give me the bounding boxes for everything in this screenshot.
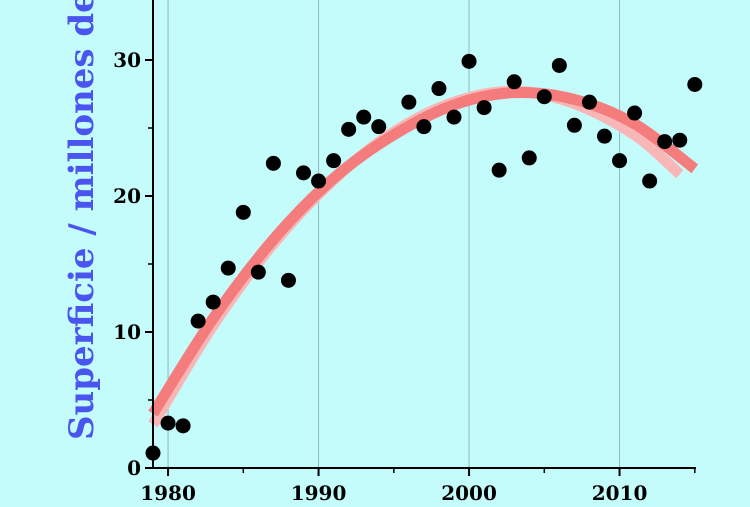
x-tick-label-1990: 1990: [291, 481, 347, 505]
data-point-2002: [491, 162, 507, 178]
y-tick-label-10: 10: [113, 320, 141, 344]
data-point-2006: [551, 57, 567, 73]
x-tick-label-2010: 2010: [592, 481, 648, 505]
data-point-1980: [160, 415, 176, 431]
data-point-1992: [341, 121, 357, 137]
y-tick-label-30: 30: [113, 48, 141, 72]
data-point-1997: [416, 119, 432, 135]
data-point-2009: [597, 128, 612, 144]
y-tick-label-20: 20: [113, 184, 141, 208]
data-point-1991: [326, 153, 342, 169]
data-point-1985: [235, 204, 251, 220]
data-point-2013: [657, 134, 673, 150]
data-point-1982: [190, 313, 206, 329]
scatter-points: [145, 53, 703, 461]
data-point-1999: [446, 109, 462, 125]
data-point-2000: [461, 53, 477, 69]
data-point-1993: [356, 109, 372, 125]
data-point-1994: [371, 119, 387, 135]
data-point-2014: [672, 132, 688, 148]
fit-curves: [148, 85, 699, 428]
data-point-2005: [536, 89, 552, 105]
data-point-1989: [296, 165, 311, 181]
y-tick-label-0: 0: [127, 456, 141, 480]
ticks: 1980 1990 2000 2010 0 10 20 30: [113, 48, 696, 505]
data-point-2011: [627, 105, 643, 121]
data-point-2015: [687, 76, 703, 92]
x-tick-label-2000: 2000: [441, 481, 497, 505]
fit-curve-main: [148, 86, 699, 417]
data-point-1987: [265, 155, 281, 171]
data-point-1996: [401, 94, 417, 110]
data-point-2007: [566, 117, 582, 133]
data-point-1990: [311, 173, 327, 189]
data-point-2001: [476, 100, 492, 116]
data-point-2004: [521, 150, 537, 166]
x-tick-label-1980: 1980: [140, 481, 196, 505]
data-point-2010: [612, 153, 628, 169]
data-point-1981: [175, 418, 191, 434]
data-point-1998: [431, 81, 447, 97]
y-axis-label: Superficie / millones de km²: [62, 0, 102, 440]
data-point-1984: [220, 260, 236, 276]
data-point-2003: [506, 74, 522, 90]
data-point-1986: [250, 264, 266, 280]
data-point-2008: [581, 94, 597, 110]
data-point-1983: [205, 294, 221, 310]
data-point-1988: [280, 272, 296, 288]
data-point-2012: [642, 173, 658, 189]
